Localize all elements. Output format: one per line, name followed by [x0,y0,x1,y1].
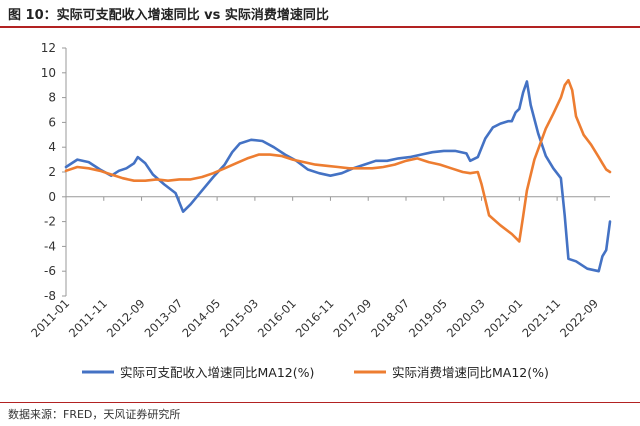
x-tick-label: 2011-11 [66,296,110,340]
x-tick-label: 2017-09 [330,296,374,340]
y-tick-label: 2 [48,165,56,179]
x-tick-label: 2020-03 [444,296,488,340]
income-growth-line [64,80,612,273]
y-axis: 12 10 8 6 4 2 0 -2 -4 -6 -8 [41,41,67,303]
y-tick-label: 4 [48,140,56,154]
x-tick-label: 2022-09 [557,296,601,340]
y-tick-label: 12 [41,41,56,55]
x-tick-label: 2019-05 [406,296,450,340]
x-tick-label: 2021-11 [519,296,563,340]
x-tick-label: 2016-11 [293,296,337,340]
x-tick-label: 2016-01 [255,296,299,340]
title-rule [0,26,640,28]
y-tick-label: -8 [44,289,56,303]
figure-title: 图 10：实际可支配收入增速同比 vs 实际消费增速同比 [8,8,329,23]
plot-lines [64,78,612,273]
consumption-growth-line [64,78,612,243]
y-tick-label: -2 [44,215,56,229]
source-rule [0,402,640,403]
y-tick-label: 10 [41,66,56,80]
y-tick-label: -6 [44,264,56,278]
x-tick-label: 2021-01 [482,296,526,340]
x-tick-label: 2014-05 [179,296,223,340]
legend: 实际可支配收入增速同比MA12(%) 实际消费增速同比MA12(%) [82,365,549,380]
legend-label: 实际消费增速同比MA12(%) [392,365,549,380]
x-tick-label: 2012-09 [104,296,148,340]
source-note: 数据来源：FRED，天风证券研究所 [8,408,181,421]
y-tick-label: -4 [44,239,56,253]
y-tick-label: 8 [48,91,56,105]
x-tick-label: 2013-07 [142,296,186,340]
x-tick-label: 2018-07 [368,296,412,340]
y-tick-label: 6 [48,115,56,129]
y-tick-label: 0 [48,190,56,204]
legend-label: 实际可支配收入增速同比MA12(%) [120,365,314,380]
x-tick-label: 2015-03 [217,296,261,340]
